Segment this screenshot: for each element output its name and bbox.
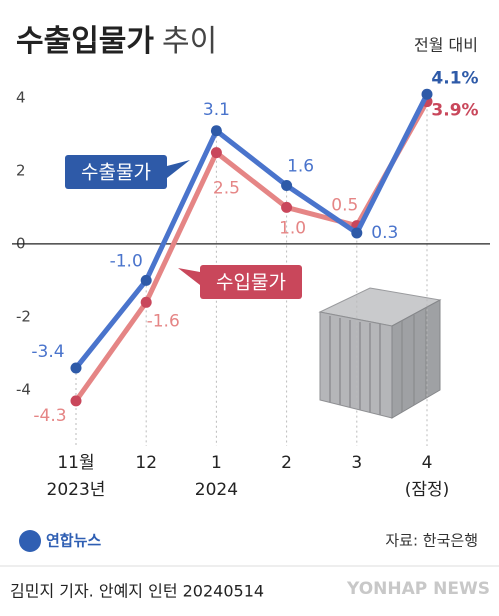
- value-label: -1.6: [147, 311, 180, 331]
- value-label: 3.1: [203, 100, 230, 120]
- legend-box: [200, 265, 302, 299]
- title-main: 수출입물가: [16, 24, 154, 59]
- value-label: 3.9%: [431, 101, 478, 121]
- value-label: 2.5: [213, 179, 240, 199]
- source: 자료: 한국은행: [385, 532, 478, 550]
- legend-pointer: [178, 268, 200, 285]
- data-point: [281, 180, 293, 191]
- data-point: [70, 362, 82, 374]
- x-tick-sublabel: 2024: [195, 480, 238, 500]
- watermark: YONHAP NEWS: [346, 579, 490, 599]
- data-point: [421, 88, 433, 100]
- y-tick-label: 4: [16, 88, 26, 106]
- value-label: -1.0: [110, 251, 143, 271]
- x-tick-sublabel: 2023년: [47, 480, 106, 500]
- series-line: [74, 93, 430, 370]
- title-suffix: 추이: [162, 24, 217, 59]
- x-tick-label: 3: [351, 453, 362, 473]
- y-tick-label: -4: [16, 380, 31, 398]
- x-tick-label: 11월: [57, 453, 94, 473]
- data-point: [210, 147, 222, 159]
- x-tick-label: 1: [211, 453, 222, 473]
- data-point: [210, 125, 222, 137]
- value-label: 1.0: [279, 218, 306, 238]
- legend-pointer: [167, 160, 190, 178]
- value-label: 4.1%: [431, 68, 478, 88]
- x-tick-label: 2: [281, 453, 292, 473]
- y-tick-label: -2: [16, 307, 31, 325]
- value-label: -3.4: [31, 342, 64, 362]
- container-illustration: [318, 287, 442, 419]
- value-label: 1.6: [287, 157, 314, 177]
- legend-label: 수출물가: [81, 162, 151, 184]
- credit: 김민지 기자. 안예지 인턴 20240514: [10, 582, 264, 601]
- x-tick-label: 4: [422, 453, 433, 473]
- value-label: 0.3: [371, 223, 398, 243]
- data-point: [140, 274, 152, 286]
- logo-icon: [19, 530, 41, 552]
- value-label: -4.3: [33, 406, 66, 426]
- data-point: [70, 395, 82, 407]
- chart-title: 수출입물가 추이: [16, 24, 217, 59]
- x-tick-label: 12: [135, 453, 157, 473]
- legend-label: 수입물가: [216, 272, 286, 294]
- data-point: [281, 201, 293, 213]
- value-label: 0.5: [331, 196, 358, 216]
- data-point: [351, 227, 363, 239]
- logo: 연합뉴스: [46, 532, 101, 550]
- data-point: [140, 296, 152, 308]
- y-tick-label: 2: [16, 161, 26, 179]
- legend-box: [65, 155, 167, 189]
- subtitle: 전월 대비: [414, 36, 478, 55]
- x-tick-sublabel: (잠정): [405, 480, 450, 500]
